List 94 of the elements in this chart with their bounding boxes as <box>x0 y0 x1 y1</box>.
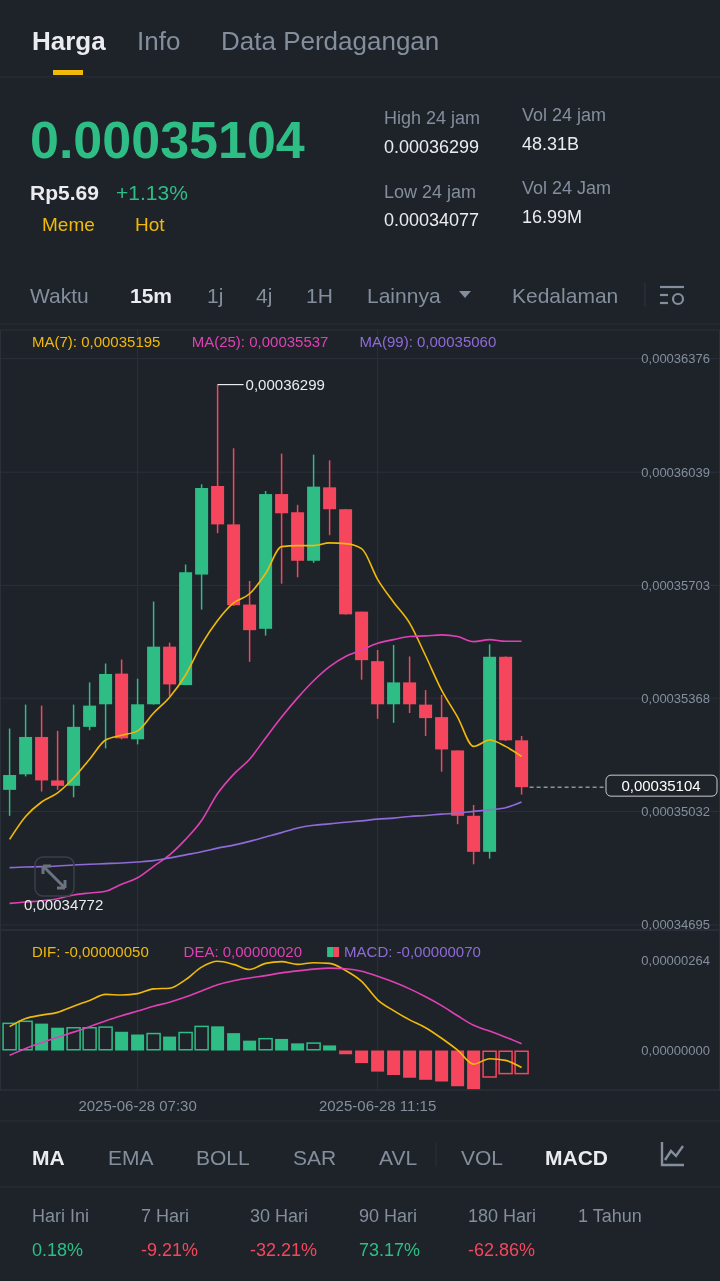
y-tick-label: 0,00000264 <box>641 953 710 969</box>
candlestick <box>51 730 65 791</box>
bar <box>163 1036 177 1051</box>
text: MA(25): 0,00035537 <box>191 333 329 350</box>
text: BOLL <box>196 1146 250 1169</box>
text: Hari Ini <box>32 1206 90 1226</box>
series-label: DEA: 0,00000020 <box>183 943 303 960</box>
y-tick-label: 0,00035032 <box>641 803 710 819</box>
line-series <box>8 542 523 841</box>
y-tick-label: 0,00034695 <box>641 917 710 933</box>
bar <box>275 1038 289 1051</box>
bar <box>387 1050 401 1076</box>
bar <box>35 1023 49 1051</box>
text: +1.13% <box>116 181 188 204</box>
text: 30 Hari <box>250 1206 309 1226</box>
bar <box>258 1037 273 1051</box>
text: MA(99): 0,00035060 <box>359 333 497 350</box>
line-series <box>8 960 523 1069</box>
annotation: 0,00036299 <box>245 375 325 393</box>
candlestick <box>323 459 337 536</box>
text: Harga <box>32 26 107 56</box>
bar <box>243 1040 257 1051</box>
bar <box>451 1050 465 1087</box>
candlestick <box>419 689 433 737</box>
text: Low 24 jam <box>384 182 477 202</box>
text: Kedalaman <box>512 284 619 307</box>
text: AVL <box>379 1146 418 1169</box>
bar <box>355 1050 369 1064</box>
text: Hot <box>135 214 166 235</box>
text: SAR <box>293 1146 337 1169</box>
bar <box>146 1032 161 1051</box>
candlestick <box>387 644 401 724</box>
bar <box>211 1026 225 1051</box>
line-series <box>8 801 523 869</box>
legend-label: MACD: -0,00000070 <box>344 943 481 960</box>
y-tick-label: 0,00035703 <box>641 577 710 593</box>
text: 7 Hari <box>141 1206 190 1226</box>
bar <box>115 1031 129 1051</box>
line-series <box>8 967 523 1057</box>
text: 1H <box>306 284 333 307</box>
text: High 24 jam <box>384 108 481 128</box>
bar <box>306 1042 321 1051</box>
text: Data Perdagangan <box>221 26 440 56</box>
text: Vol 24 Jam <box>522 178 612 198</box>
text: 4j <box>256 284 273 307</box>
text: 48.31B <box>522 134 580 154</box>
text: 0.00034077 <box>384 210 480 230</box>
y-tick-label: 0,00000000 <box>641 1043 710 1059</box>
bar <box>131 1034 145 1051</box>
bar <box>467 1050 481 1090</box>
bar <box>419 1050 433 1080</box>
y-tick-label: 0,00036376 <box>641 351 710 367</box>
text: 15m <box>130 284 173 307</box>
candlestick <box>275 452 289 585</box>
text: Vol 24 jam <box>522 105 607 125</box>
ref-line-label: 0,00035104 <box>621 777 701 795</box>
y-tick-label: 0,00036039 <box>641 464 710 480</box>
text: VOL <box>461 1146 504 1169</box>
text: -9.21% <box>141 1240 199 1260</box>
text: Meme <box>42 214 95 235</box>
text: Waktu <box>30 284 89 307</box>
text: 16.99M <box>522 207 583 227</box>
text: MA <box>32 1146 65 1169</box>
text: 73.17% <box>359 1240 421 1260</box>
x-tick-label: 2025-06-28 07:30 <box>78 1097 197 1114</box>
text: 0.00036299 <box>384 137 480 157</box>
text: 180 Hari <box>468 1206 537 1226</box>
x-tick-label: 2025-06-28 11:15 <box>318 1097 437 1114</box>
text: Lainnya <box>367 284 441 307</box>
candlestick <box>403 655 417 714</box>
text: MACD <box>545 1146 608 1169</box>
bar <box>403 1050 417 1078</box>
bar <box>291 1043 305 1051</box>
bar <box>435 1050 449 1082</box>
bar <box>371 1050 385 1072</box>
y-tick-label: 0,00035368 <box>641 690 710 706</box>
bar <box>323 1045 337 1051</box>
text: Rp5.69 <box>30 181 99 204</box>
candlestick <box>83 681 97 731</box>
text: -62.86% <box>468 1240 536 1260</box>
text: EMA <box>108 1146 154 1169</box>
text: Info <box>137 26 181 56</box>
annotation: 0,00034772 <box>24 896 104 913</box>
candlestick <box>3 727 17 817</box>
text: 1 Tahun <box>578 1206 642 1226</box>
text: 0.18% <box>32 1240 84 1260</box>
text: 1j <box>207 284 224 307</box>
series-label: DIF: -0,00000050 <box>32 943 149 960</box>
text: -32.21% <box>250 1240 318 1260</box>
text: 0.00035104 <box>30 111 305 169</box>
text: 90 Hari <box>359 1206 418 1226</box>
text: MA(7): 0,00035195 <box>32 333 161 350</box>
bar <box>227 1033 241 1051</box>
bar <box>51 1027 65 1051</box>
